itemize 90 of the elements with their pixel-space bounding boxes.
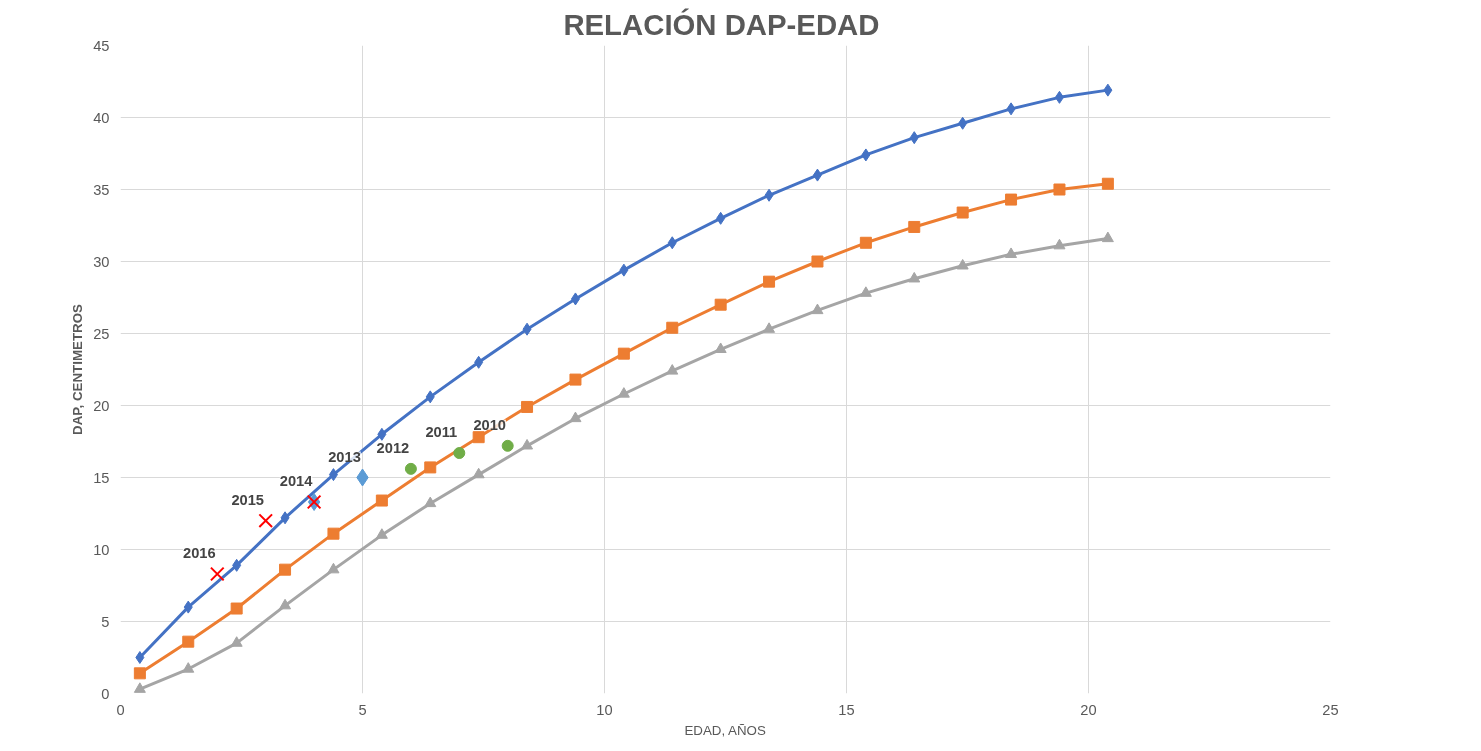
y-tick-label: 45 (93, 37, 110, 54)
point (908, 271, 921, 283)
annotation: 2012 (376, 439, 410, 456)
point (569, 411, 582, 423)
point (404, 462, 417, 475)
point (521, 400, 534, 413)
point (375, 528, 388, 539)
y-tick-label: 20 (93, 397, 110, 414)
point (424, 496, 437, 508)
point (1005, 193, 1018, 206)
point (956, 258, 969, 270)
point (859, 236, 872, 249)
y-tick-label: 15 (93, 469, 110, 486)
point (424, 461, 437, 474)
point (453, 447, 466, 460)
point (258, 513, 274, 529)
point (230, 602, 243, 615)
point (619, 263, 629, 277)
x-tick-label: 10 (596, 701, 613, 718)
annotation: 2014 (279, 472, 314, 489)
x-tick-label: 15 (838, 701, 855, 718)
point (280, 511, 290, 525)
point (522, 322, 532, 336)
annotation: 2016 (183, 544, 216, 561)
point (909, 131, 919, 145)
y-tick-label: 25 (93, 325, 110, 342)
point (859, 286, 872, 297)
point (958, 116, 968, 130)
point (182, 635, 195, 648)
point (1101, 231, 1114, 243)
annotation: 2013 (328, 448, 361, 465)
point (861, 148, 871, 162)
point (666, 364, 679, 375)
point (617, 347, 630, 360)
point (1006, 102, 1016, 116)
x-tick-label: 20 (1080, 701, 1097, 718)
point (209, 566, 225, 582)
point (1053, 238, 1066, 250)
point (133, 682, 146, 693)
point (1005, 247, 1018, 258)
annotation: 2010 (473, 416, 507, 433)
point (472, 431, 485, 444)
annotation: 2015 (231, 491, 265, 508)
point (183, 600, 193, 614)
chart-title: RELACIÓN DAP-EDAD (563, 7, 880, 41)
point (501, 439, 514, 452)
point (1053, 183, 1066, 196)
x-tick-label: 0 (116, 701, 125, 718)
point (327, 527, 340, 540)
point (569, 373, 582, 386)
y-tick-label: 40 (93, 109, 110, 126)
point (908, 220, 921, 233)
point (1101, 177, 1114, 190)
point (570, 292, 580, 306)
point (763, 275, 776, 288)
point (666, 321, 679, 334)
point (812, 168, 822, 182)
point (232, 558, 242, 572)
y-tick-label: 0 (101, 685, 110, 702)
point (811, 255, 824, 268)
point (279, 598, 292, 610)
point (377, 427, 387, 441)
point (328, 468, 338, 482)
point (375, 494, 388, 507)
point (811, 303, 824, 315)
point (716, 211, 726, 225)
point (667, 236, 677, 250)
y-tick-label: 30 (93, 253, 110, 270)
x-axis-title: EDAD, AÑOS (684, 722, 766, 738)
point (327, 562, 340, 574)
point (521, 438, 534, 450)
y-axis-title: DAP, CENTIMETROS (70, 303, 86, 435)
point (182, 662, 195, 673)
point (1103, 83, 1113, 97)
y-tick-label: 5 (101, 613, 110, 630)
point (1054, 90, 1064, 104)
point (425, 390, 435, 404)
point (714, 298, 727, 311)
y-tick-label: 10 (93, 541, 110, 558)
x-tick-label: 5 (358, 701, 367, 718)
x-tick-label: 25 (1322, 701, 1339, 718)
point (135, 651, 145, 664)
y-tick-label: 35 (93, 181, 110, 198)
point (956, 206, 969, 219)
point (474, 355, 484, 369)
point (133, 667, 146, 680)
point (279, 563, 292, 576)
annotation: 2011 (425, 424, 458, 441)
point (763, 322, 776, 333)
point (764, 188, 774, 202)
